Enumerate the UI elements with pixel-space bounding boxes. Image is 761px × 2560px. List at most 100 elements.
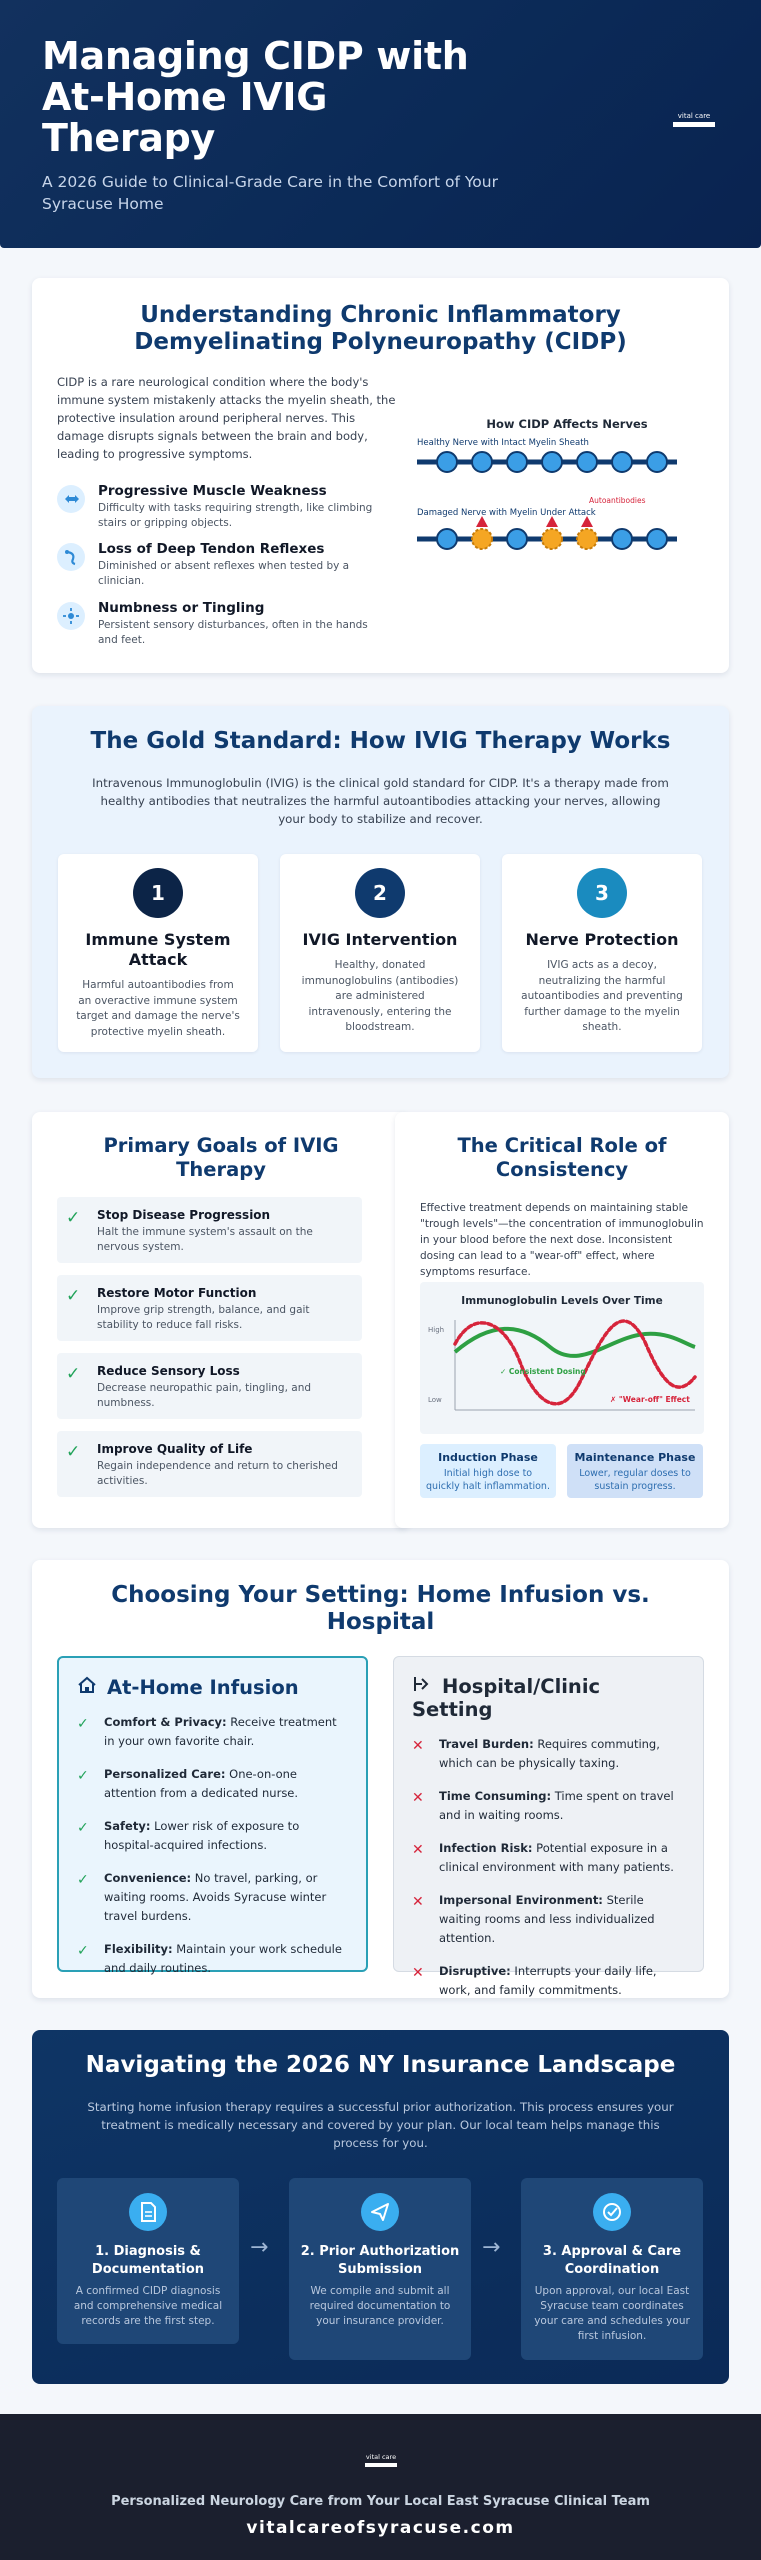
step-title: 3. Approval & Care Coordination xyxy=(542,2244,682,2277)
step-title: 1. Diagnosis & Documentation xyxy=(91,2244,205,2277)
hospital-drawback-item: ✕ Travel Burden: Requires commuting, whic… xyxy=(412,1735,685,1773)
x-icon: ✕ xyxy=(412,1842,424,1858)
consistency-text: Effective treatment depends on maintaini… xyxy=(420,1202,704,1278)
item-bold: Comfort & Privacy: xyxy=(104,1715,227,1729)
setting-comparison-section: Choosing Your Setting: Home Infusion vs.… xyxy=(32,1560,729,1998)
page-subtitle: A 2026 Guide to Clinical-Grade Care in t… xyxy=(42,173,498,213)
cidp-intro-text: CIDP is a rare neurological condition wh… xyxy=(57,375,396,461)
hospital-drawback-item: ✕ Disruptive: Interrupts your daily life,… xyxy=(412,1962,685,2000)
home-benefit-item: ✓ Flexibility: Maintain your work schedul… xyxy=(77,1940,348,1978)
x-icon: ✕ xyxy=(412,1790,424,1806)
send-icon xyxy=(361,2193,399,2231)
item-text: Potential exposure in a clinical environ… xyxy=(439,1841,674,1874)
step-title: 2. Prior Authorization Submission xyxy=(300,2244,460,2277)
step-number-badge: 2 xyxy=(355,868,405,918)
home-benefit-item: ✓ Comfort & Privacy: Receive treatment in… xyxy=(77,1713,348,1751)
muscle-icon xyxy=(57,485,85,513)
check-circle-icon: ✓ xyxy=(77,1820,89,1836)
step-title: Nerve Protection xyxy=(525,930,679,949)
item-bold: Convenience: xyxy=(104,1871,192,1885)
x-icon: ✕ xyxy=(412,1894,424,1910)
insurance-section: Navigating the 2026 NY Insurance Landsca… xyxy=(32,2030,729,2384)
symptom-item: Progressive Muscle Weakness Difficulty w… xyxy=(57,483,377,531)
item-text: Time spent on travel and in waiting room… xyxy=(439,1789,674,1822)
section-title: Choosing Your Setting: Home Infusion vs.… xyxy=(111,1582,650,1635)
ivig-step-card: 2 IVIG Intervention Healthy, donated imm… xyxy=(280,854,480,1052)
check-circle-icon: ✓ xyxy=(77,1768,89,1784)
diagram-title: How CIDP Affects Nerves xyxy=(486,418,647,431)
goal-item: ✓ Improve Quality of Life Regain indepen… xyxy=(57,1431,362,1497)
series-consistent-dosing xyxy=(453,1326,696,1358)
chart-title: Immunoglobulin Levels Over Time xyxy=(461,1295,662,1307)
home-benefit-item: ✓ Convenience: No travel, parking, or wai… xyxy=(77,1869,348,1926)
symptom-title: Progressive Muscle Weakness xyxy=(98,483,327,499)
header-banner: Managing CIDP with At-Home IVIG Therapy … xyxy=(0,0,761,248)
goal-title: Improve Quality of Life xyxy=(97,1442,253,1456)
panel-title: At-Home Infusion xyxy=(77,1676,348,1699)
hospital-setting-panel: Hospital/Clinic Setting ✕ Travel Burden: … xyxy=(393,1656,704,1997)
phase-desc: Lower, regular doses to sustain progress… xyxy=(579,1468,691,1492)
check-circle-icon: ✓ xyxy=(77,1943,89,1959)
panel-title-text: At-Home Infusion xyxy=(107,1676,299,1699)
step-desc: Harmful autoantibodies from an overactiv… xyxy=(76,979,240,1038)
item-text: Sterile waiting rooms and less individua… xyxy=(439,1893,655,1945)
insurance-step-card: 3. Approval & Care Coordination Upon app… xyxy=(521,2178,703,2360)
item-text: Maintain your work schedule and daily ro… xyxy=(104,1942,342,1975)
hospital-icon xyxy=(412,1675,436,1698)
ivig-step-card: 1 Immune System Attack Harmful autoantib… xyxy=(58,854,258,1052)
insurance-step-card: 1. Diagnosis & Documentation A confirmed… xyxy=(57,2178,239,2344)
home-icon xyxy=(77,1676,101,1699)
legend-consistent: ✓ Consistent Dosing xyxy=(500,1367,586,1376)
phase-desc: Initial high dose to quickly halt inflam… xyxy=(426,1468,550,1492)
section-title: The Critical Role of Consistency xyxy=(457,1134,667,1181)
symptom-desc: Difficulty with tasks requiring strength… xyxy=(98,502,373,529)
hospital-drawback-item: ✕ Impersonal Environment: Sterile waiting… xyxy=(412,1891,685,1948)
home-benefit-item: ✓ Safety: Lower risk of exposure to hospi… xyxy=(77,1817,348,1855)
footer: vital care Personalized Neurology Care f… xyxy=(0,2414,761,2560)
footer-website-link[interactable]: vitalcareofsyracuse.com xyxy=(246,2518,515,2538)
symptom-item: Numbness or Tingling Persistent sensory … xyxy=(57,600,377,648)
goal-title: Stop Disease Progression xyxy=(97,1208,271,1222)
footer-logo: vital care xyxy=(365,2454,397,2467)
item-bold: Infection Risk: xyxy=(439,1841,533,1855)
symptom-title: Loss of Deep Tendon Reflexes xyxy=(98,541,325,557)
panel-title: Hospital/Clinic Setting xyxy=(412,1675,685,1721)
item-bold: Safety: xyxy=(104,1819,151,1833)
immunoglobulin-levels-chart: Immunoglobulin Levels Over Time High Low… xyxy=(420,1282,704,1434)
understanding-cidp-section: Understanding Chronic Inflammatory Demye… xyxy=(32,278,729,673)
item-bold: Time Consuming: xyxy=(439,1789,552,1803)
item-text: Requires commuting, which can be physica… xyxy=(439,1737,660,1770)
symptom-desc: Persistent sensory disturbances, often i… xyxy=(98,619,368,646)
goal-item: ✓ Restore Motor Function Improve grip st… xyxy=(57,1275,362,1341)
check-circle-icon: ✓ xyxy=(77,1716,89,1732)
step-number-badge: 3 xyxy=(577,868,627,918)
goal-item: ✓ Reduce Sensory Loss Decrease neuropath… xyxy=(57,1353,362,1419)
insurance-step-card: 2. Prior Authorization Submission We com… xyxy=(289,2178,471,2360)
x-icon: ✕ xyxy=(412,1965,424,1981)
goal-desc: Halt the immune system's assault on the … xyxy=(97,1226,313,1253)
arrow-right-icon: → xyxy=(482,2235,501,2260)
goal-title: Restore Motor Function xyxy=(97,1286,257,1300)
item-bold: Disruptive: xyxy=(439,1964,511,1978)
hospital-drawback-item: ✕ Time Consuming: Time spent on travel an… xyxy=(412,1787,685,1825)
section-title: Navigating the 2026 NY Insurance Landsca… xyxy=(85,2052,676,2078)
damaged-myelin-row xyxy=(436,528,668,550)
item-text: One-on-one attention from a dedicated nu… xyxy=(104,1767,299,1800)
check-icon: ✓ xyxy=(66,1442,81,1462)
footer-tagline: Personalized Neurology Care from Your Lo… xyxy=(111,2494,650,2509)
step-title: IVIG Intervention xyxy=(302,930,458,949)
ivig-step-card: 3 Nerve Protection IVIG acts as a decoy,… xyxy=(502,854,702,1052)
arrow-right-icon: → xyxy=(250,2235,269,2260)
item-bold: Flexibility: xyxy=(104,1942,173,1956)
insurance-lead-text: Starting home infusion therapy requires … xyxy=(87,2100,674,2150)
symptom-title: Numbness or Tingling xyxy=(98,600,265,616)
check-circle-icon: ✓ xyxy=(77,1872,89,1888)
autoantibody-markers xyxy=(476,516,593,527)
item-text: No travel, parking, or waiting rooms. Av… xyxy=(104,1871,327,1923)
check-icon: ✓ xyxy=(66,1364,81,1384)
item-bold: Travel Burden: xyxy=(439,1737,534,1751)
item-text: Interrupts your daily life, work, and fa… xyxy=(439,1964,657,1997)
symptom-item: Loss of Deep Tendon Reflexes Diminished … xyxy=(57,541,377,589)
healthy-myelin-row xyxy=(436,451,668,473)
ivig-how-it-works-section: The Gold Standard: How IVIG Therapy Work… xyxy=(32,706,729,1078)
